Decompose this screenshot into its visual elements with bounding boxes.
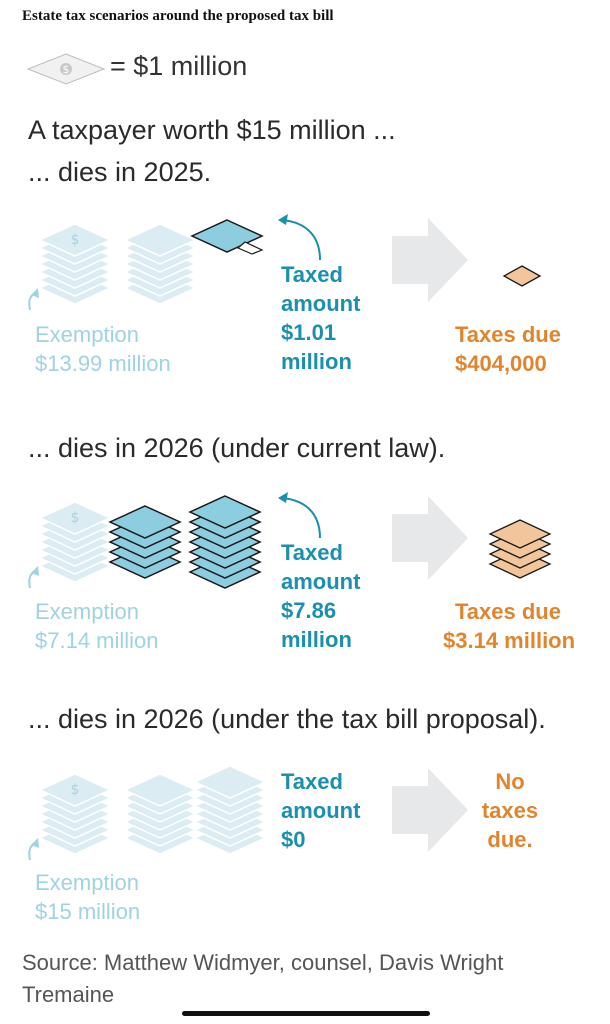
svg-text:$: $ bbox=[71, 782, 80, 798]
taxed-value: $0 bbox=[281, 827, 306, 852]
taxed-label-1: Taxed bbox=[281, 769, 343, 794]
exemption-value: $7.14 million bbox=[35, 628, 159, 653]
due-value: $3.14 million bbox=[443, 628, 576, 653]
svg-text:$: $ bbox=[71, 510, 80, 526]
scenario-1-heading: ... dies in 2025. bbox=[28, 157, 212, 187]
scenario-3-graphic: $ bbox=[28, 765, 468, 861]
exemption-stack bbox=[193, 765, 267, 855]
intro-text: A taxpayer worth $15 million ... bbox=[28, 115, 396, 145]
due-value: $404,000 bbox=[455, 351, 547, 376]
due-stack bbox=[488, 519, 552, 579]
due-bill bbox=[502, 265, 542, 287]
arrow bbox=[392, 768, 468, 852]
taxed-stack bbox=[108, 505, 182, 579]
taxed-label-2: amount bbox=[281, 798, 361, 823]
home-indicator[interactable] bbox=[182, 1011, 430, 1016]
exemption-stack bbox=[38, 501, 112, 583]
svg-text:$: $ bbox=[71, 232, 80, 248]
scenario-2-heading: ... dies in 2026 (under current law). bbox=[28, 433, 446, 463]
taxed-value: $1.01 bbox=[281, 320, 337, 345]
headline: Estate tax scenarios around the proposed… bbox=[22, 8, 334, 24]
scenario-1-graphic: $ bbox=[28, 214, 542, 311]
legend-label: = $1 million bbox=[110, 51, 248, 81]
exemption-value: $15 million bbox=[35, 899, 141, 924]
taxed-stack bbox=[188, 495, 262, 589]
exemption-value: $13.99 million bbox=[35, 351, 171, 376]
due-label: Taxes due bbox=[455, 599, 561, 624]
due-label-2: taxes bbox=[481, 798, 539, 823]
taxed-label-1: Taxed bbox=[281, 262, 343, 287]
dollar-bill-icon: $ bbox=[26, 53, 106, 85]
scenario-3-heading: ... dies in 2026 (under the tax bill pro… bbox=[28, 704, 546, 734]
due-label-3: due. bbox=[487, 827, 533, 852]
taxed-label-2: amount bbox=[281, 291, 361, 316]
exemption-stack bbox=[123, 773, 197, 855]
taxed-value: $7.86 bbox=[281, 598, 337, 623]
scenario-2-graphic: $ bbox=[28, 492, 552, 589]
taxed-unit: million bbox=[281, 349, 352, 374]
due-label: Taxes due bbox=[455, 322, 561, 347]
exemption-label: Exemption bbox=[35, 322, 139, 347]
taxed-label-1: Taxed bbox=[281, 540, 343, 565]
taxed-label-2: amount bbox=[281, 569, 361, 594]
arrow bbox=[392, 496, 468, 580]
arrow bbox=[392, 218, 468, 302]
exemption-stack bbox=[38, 223, 112, 305]
exemption-stack bbox=[38, 773, 112, 855]
exemption-label: Exemption bbox=[35, 599, 139, 624]
svg-text:$: $ bbox=[63, 63, 70, 76]
exemption-label: Exemption bbox=[35, 870, 139, 895]
taxed-unit: million bbox=[281, 627, 352, 652]
due-label: No bbox=[495, 769, 525, 794]
source-note: Source: Matthew Widmyer, counsel, Davis … bbox=[22, 950, 504, 1007]
exemption-stack bbox=[123, 223, 197, 305]
